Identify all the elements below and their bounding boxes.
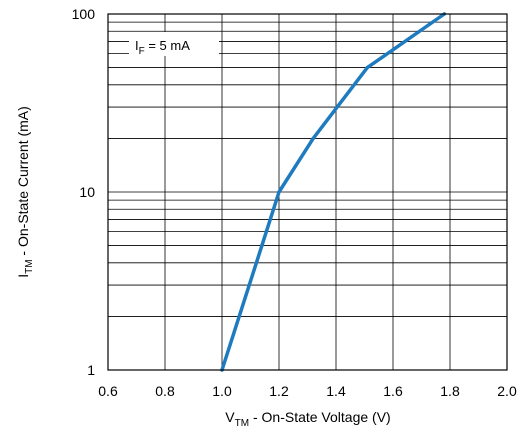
x-tick-label: 1.8 <box>440 383 460 399</box>
annotation-box: IF = 5 mA <box>129 32 219 57</box>
annotation-background <box>129 32 219 56</box>
x-tick-label: 1.0 <box>212 383 232 399</box>
data-point <box>277 190 281 194</box>
x-tick-label: 0.8 <box>155 383 175 399</box>
x-tick-label: 0.6 <box>98 383 118 399</box>
annotation-text: IF = 5 mA <box>135 38 190 57</box>
y-tick-label: 1 <box>87 362 95 378</box>
y-tick-label: 10 <box>79 184 95 200</box>
data-point <box>311 136 315 141</box>
plot-frame <box>107 13 508 371</box>
y-tick-labels: 1 10 100 <box>72 6 96 378</box>
data-point <box>365 65 370 70</box>
x-tick-label: 2.0 <box>497 383 517 399</box>
series-line <box>220 12 447 372</box>
x-tick-labels: 0.6 0.8 1.0 1.2 1.4 1.6 1.8 2.0 <box>98 383 517 399</box>
y-tick-label: 100 <box>72 6 96 22</box>
data-point <box>260 243 264 248</box>
grid <box>108 14 507 370</box>
x-tick-label: 1.6 <box>383 383 403 399</box>
series-layer <box>220 12 447 372</box>
x-tick-label: 1.4 <box>326 383 346 399</box>
x-axis-label: VTM - On-State Voltage (V) <box>225 409 390 429</box>
x-tick-label: 1.2 <box>269 383 289 399</box>
y-axis-label: ITM - On-State Current (mA) <box>15 106 35 278</box>
